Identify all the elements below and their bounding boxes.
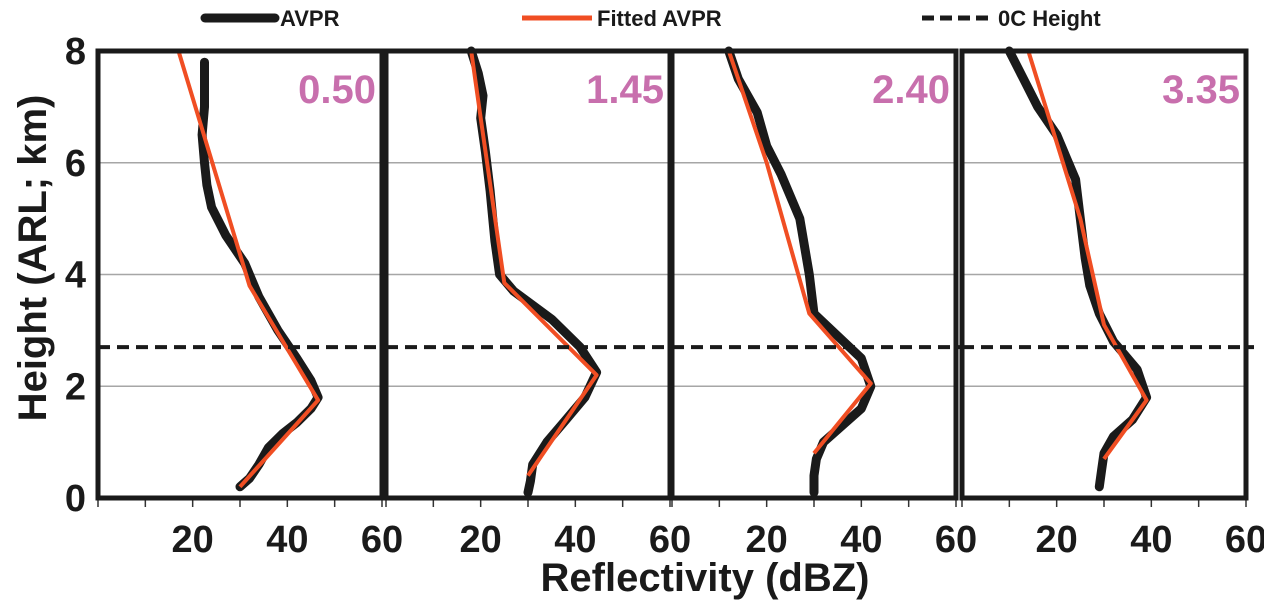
panel-2: 1.45 20 40 60 (383, 46, 691, 561)
panel-4: 3.35 20 40 60 (959, 46, 1264, 561)
fitted-avpr-line (176, 50, 321, 489)
panel-label: 1.45 (586, 68, 664, 112)
fitted-avpr-line (469, 50, 599, 477)
fitted-avpr-line (1026, 50, 1149, 461)
legend-label-avpr: AVPR (280, 6, 340, 31)
x-axis-title: Reflectivity (dBZ) (541, 556, 870, 600)
x-tick-label-40: 40 (840, 519, 882, 561)
y-axis-ticks: 0 2 4 6 8 (65, 31, 86, 520)
y-tick-label-2: 2 (65, 366, 86, 408)
legend: AVPR Fitted AVPR 0C Height (200, 6, 1101, 31)
x-tick-label-40: 40 (554, 519, 596, 561)
x-tick-label-40: 40 (1130, 519, 1172, 561)
x-tick-label-60: 60 (649, 519, 691, 561)
panel-1: 0.50 20 40 60 (95, 48, 403, 561)
panel-3: 2.40 20 40 60 (669, 46, 977, 561)
y-tick-label-6: 6 (65, 143, 86, 185)
x-tick-label-20: 20 (172, 519, 214, 561)
x-tick-label-20: 20 (746, 519, 788, 561)
y-tick-label-8: 8 (65, 31, 86, 73)
panel-label: 2.40 (872, 68, 950, 112)
x-tick-label-60: 60 (1225, 519, 1264, 561)
x-tick-label-40: 40 (266, 519, 308, 561)
y-axis-title: Height (ARL; km) (11, 95, 55, 422)
y-tick-label-4: 4 (65, 255, 86, 297)
panel-frame (959, 48, 1249, 501)
x-tick-label-20: 20 (460, 519, 502, 561)
panels: 0.50 20 40 60 1.45 20 40 60 2.40 20 40 60 3.35 20 40 60 (95, 46, 1264, 561)
legend-label-0c-height: 0C Height (998, 6, 1101, 31)
panel-label: 3.35 (1162, 68, 1240, 112)
avpr-curve (1004, 46, 1152, 492)
avpr-curve (466, 46, 602, 497)
panel-label: 0.50 (298, 68, 376, 112)
x-tick-label-60: 60 (935, 519, 977, 561)
panel-frame (669, 48, 959, 501)
x-tick-label-60: 60 (361, 519, 403, 561)
x-tick-label-20: 20 (1036, 519, 1078, 561)
legend-label-fitted: Fitted AVPR (597, 6, 722, 31)
y-tick-label-0: 0 (65, 478, 86, 520)
panel-frame (95, 48, 385, 501)
fitted-avpr-line (726, 50, 873, 455)
